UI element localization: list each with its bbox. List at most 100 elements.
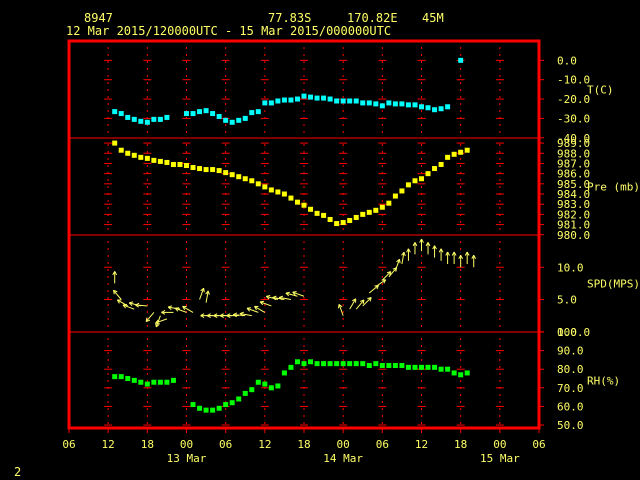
date-label: 14 Mar <box>323 452 363 465</box>
pressure-point <box>445 154 451 160</box>
humidity-point <box>360 361 366 367</box>
temperature-point <box>301 93 307 99</box>
temperature-point <box>294 96 300 102</box>
wind-arrow <box>292 291 305 297</box>
wind-arrow <box>381 271 392 281</box>
panel-label-temperature: T(C) <box>587 83 614 96</box>
y-tick-label: 987.0 <box>557 157 590 170</box>
temperature-point <box>210 111 216 117</box>
y-tick-label: -20.0 <box>557 93 590 106</box>
temperature-point <box>131 116 137 122</box>
temperature-point <box>281 97 287 103</box>
temperature-point <box>334 98 340 104</box>
temperature-point <box>190 111 196 117</box>
wind-arrow <box>464 251 470 265</box>
y-tick-label: 980.0 <box>557 229 590 242</box>
y-tick-label: -40.0 <box>557 132 590 145</box>
humidity-point <box>294 359 300 365</box>
pressure-point <box>249 178 255 184</box>
pressure-point <box>405 182 411 188</box>
pressure-point <box>177 161 183 167</box>
pressure-point <box>392 193 398 199</box>
temperature-point <box>164 114 170 120</box>
pressure-point <box>236 174 242 180</box>
wind-arrow <box>239 311 252 317</box>
pressure-point <box>458 149 464 155</box>
x-tick-label: 00 <box>337 438 350 451</box>
y-tick-label: 90.0 <box>557 345 584 358</box>
temperature-point <box>242 115 248 121</box>
station-latitude: 77.83S <box>268 11 312 25</box>
pressure-point <box>170 161 176 167</box>
pressure-point <box>379 204 385 210</box>
x-tick-label: 06 <box>219 438 232 451</box>
humidity-point <box>373 361 379 367</box>
pressure-point <box>229 172 235 178</box>
temperature-point <box>405 102 411 108</box>
pressure-point <box>432 166 438 172</box>
humidity-point <box>268 385 274 391</box>
y-tick-label: 984.0 <box>557 188 590 201</box>
humidity-point <box>131 377 137 383</box>
wind-arrow <box>362 296 372 307</box>
pressure-point <box>412 178 418 184</box>
pressure-point <box>301 202 307 208</box>
x-tick-label: 12 <box>102 438 115 451</box>
pressure-point <box>366 209 372 215</box>
station-id: 8947 <box>84 11 113 25</box>
wind-arrow <box>401 251 406 265</box>
wind-arrow <box>412 242 418 255</box>
humidity-point <box>419 364 424 370</box>
humidity-point <box>112 374 118 380</box>
y-tick-label: 981.0 <box>557 219 590 232</box>
pressure-point <box>419 176 424 182</box>
humidity-point <box>249 387 255 393</box>
pressure-point <box>197 166 203 172</box>
wind-arrow <box>182 305 194 313</box>
wind-arrow <box>161 310 174 315</box>
pressure-point <box>223 170 229 176</box>
temperature-point <box>223 117 229 123</box>
humidity-point <box>386 362 392 368</box>
temperature-point <box>445 104 451 110</box>
humidity-point <box>458 372 464 378</box>
temperature-point <box>249 110 255 116</box>
humidity-point <box>118 374 124 380</box>
temperature-point <box>197 109 203 115</box>
wind-arrow <box>199 287 205 300</box>
temperature-point <box>157 116 163 122</box>
wind-arrow <box>349 298 357 310</box>
humidity-point <box>157 379 163 385</box>
wind-arrow <box>337 303 344 316</box>
wind-arrow <box>265 294 279 300</box>
pressure-point <box>255 181 261 187</box>
humidity-point <box>334 361 340 367</box>
temperature-point <box>321 95 327 101</box>
pressure-point <box>399 188 405 194</box>
pressure-point <box>164 159 170 165</box>
x-tick-label: 12 <box>258 438 271 451</box>
temperature-point <box>229 119 235 125</box>
wind-arrow <box>451 251 457 265</box>
pressure-point <box>203 167 209 173</box>
pressure-point <box>262 184 268 190</box>
temperature-point <box>262 100 268 106</box>
pressure-point <box>151 157 157 163</box>
temperature-point <box>379 103 385 109</box>
humidity-point <box>392 362 398 368</box>
y-tick-label: 983.0 <box>557 198 590 211</box>
x-tick-label: 18 <box>454 438 467 451</box>
wind-arrow <box>233 312 246 318</box>
temperature-point <box>412 102 418 108</box>
y-tick-label: 60.0 <box>557 400 584 413</box>
humidity-point <box>223 402 229 408</box>
y-tick-label: 100.0 <box>557 326 590 339</box>
x-tick-label: 00 <box>180 438 193 451</box>
pressure-point <box>360 211 366 217</box>
x-tick-label: 06 <box>376 438 389 451</box>
wind-arrow <box>155 315 161 328</box>
y-tick-label: 985.0 <box>557 178 590 191</box>
y-tick-label: 5.0 <box>557 294 577 307</box>
humidity-point <box>399 362 405 368</box>
